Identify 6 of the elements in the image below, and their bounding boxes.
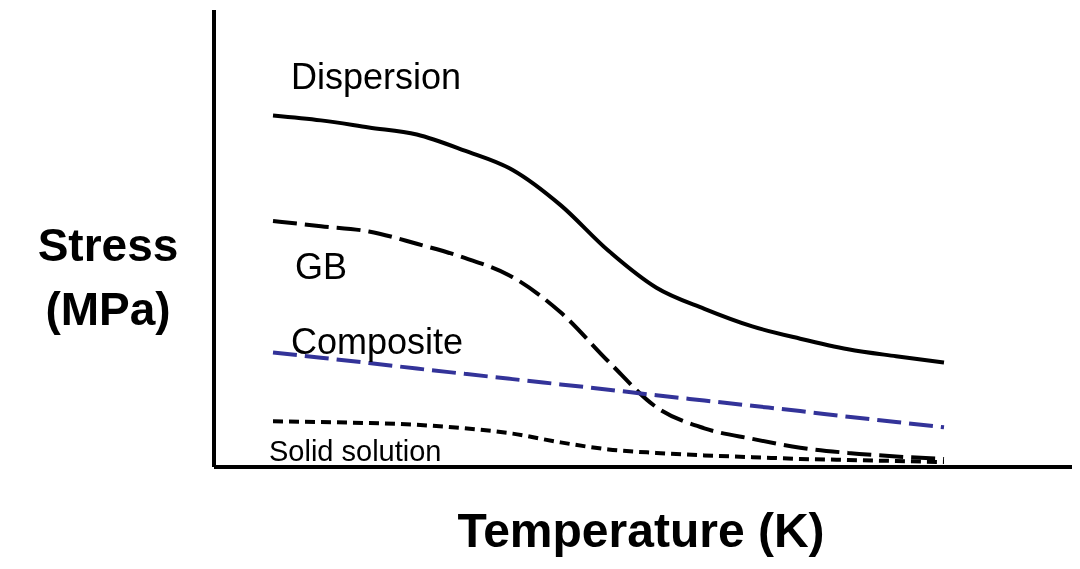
- series-label: Dispersion: [291, 56, 462, 98]
- x-axis-title: Temperature (K): [456, 503, 826, 558]
- series-label: GB: [295, 245, 348, 287]
- series-label: Solid solution: [269, 435, 442, 468]
- y-axis-title: Stress (MPa): [36, 218, 180, 337]
- series-label: Composite: [291, 321, 464, 363]
